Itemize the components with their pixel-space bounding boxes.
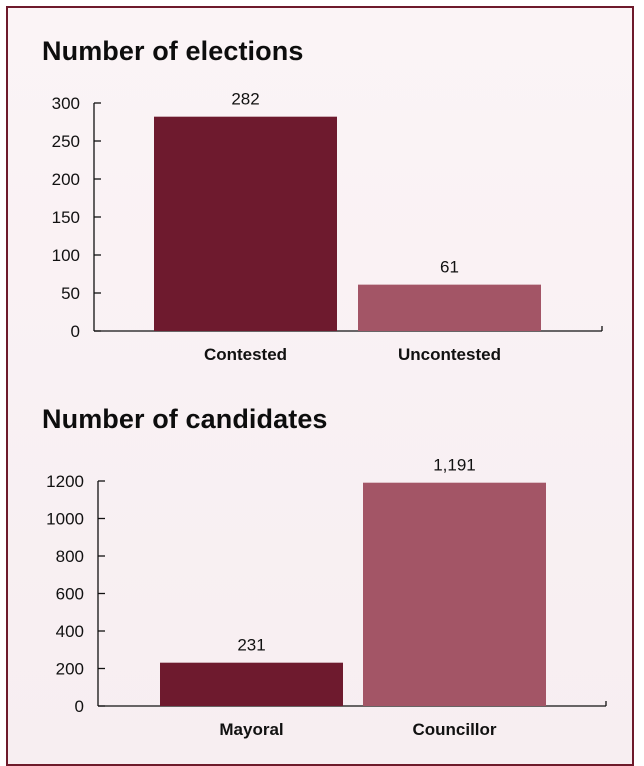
candidates-data-label: 1,191: [433, 456, 476, 475]
candidates-y-tick-label: 1000: [46, 510, 84, 529]
candidates-category-label: Mayoral: [219, 720, 283, 739]
candidates-bar-mayoral: [160, 662, 343, 706]
elections-bar-uncontested: [358, 284, 541, 331]
elections-y-tick-label: 0: [71, 322, 80, 341]
elections-y-tick-label: 50: [61, 284, 80, 303]
elections-y-tick-label: 300: [52, 94, 80, 113]
elections-category-label: Contested: [204, 345, 287, 364]
elections-y-tick-label: 200: [52, 170, 80, 189]
candidates-y-tick-label: 400: [56, 622, 84, 641]
elections-bar-contested: [154, 116, 337, 332]
candidates-y-tick-label: 200: [56, 660, 84, 679]
candidates-bar-councillor: [363, 482, 546, 706]
elections-chart-title: Number of elections: [42, 36, 304, 66]
elections-data-label: 61: [440, 258, 459, 277]
candidates-y-tick-label: 800: [56, 547, 84, 566]
candidates-chart-title: Number of candidates: [42, 404, 328, 434]
elections-data-label: 282: [231, 90, 259, 109]
elections-category-label: Uncontested: [398, 345, 501, 364]
candidates-data-label: 231: [237, 636, 265, 655]
candidates-y-tick-label: 0: [75, 697, 84, 716]
elections-y-tick-label: 150: [52, 208, 80, 227]
elections-y-tick-label: 250: [52, 132, 80, 151]
candidates-category-label: Councillor: [412, 720, 496, 739]
candidates-y-tick-label: 1200: [46, 472, 84, 491]
candidates-y-tick-label: 600: [56, 585, 84, 604]
elections-y-tick-label: 100: [52, 246, 80, 265]
